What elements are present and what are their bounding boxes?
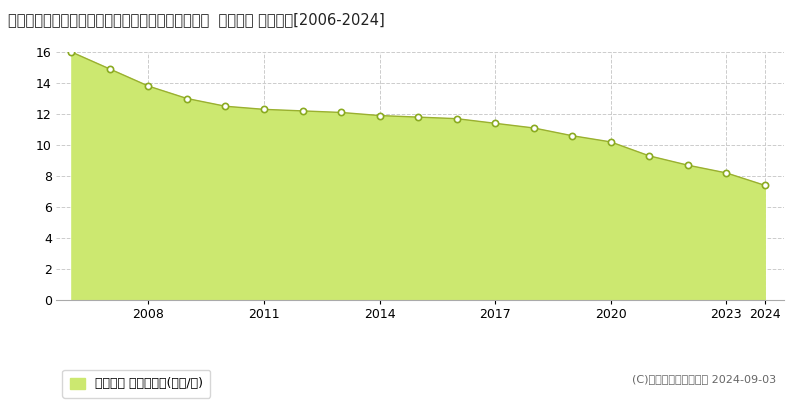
Text: (C)土地価格ドットコム 2024-09-03: (C)土地価格ドットコム 2024-09-03 <box>632 374 776 384</box>
Legend: 地価公示 平均坪単価(万円/坪): 地価公示 平均坪単価(万円/坪) <box>62 370 210 398</box>
Text: 愛知県知多郡南知多町大字師崎字神戸浦１７７番１  地価公示 地価推移[2006-2024]: 愛知県知多郡南知多町大字師崎字神戸浦１７７番１ 地価公示 地価推移[2006-2… <box>8 12 385 27</box>
